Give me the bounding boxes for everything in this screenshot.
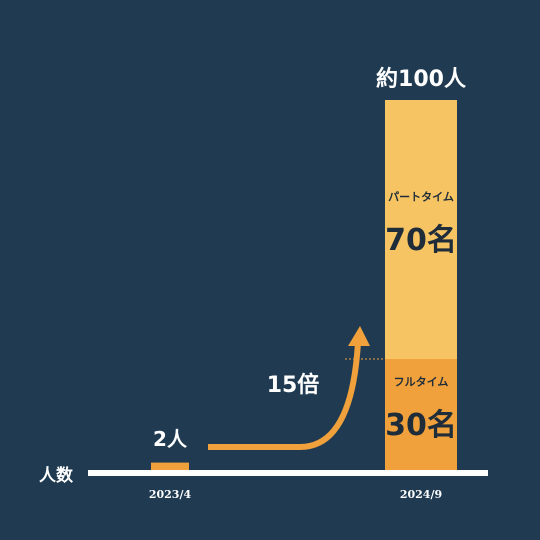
segment-name: パートタイム <box>388 191 454 204</box>
y-axis-label: 人数 <box>39 465 74 486</box>
bar-segment <box>151 462 189 470</box>
x-tick-label: 2024/9 <box>400 488 442 501</box>
arrow-head <box>348 326 370 346</box>
x-tick-label: 2023/4 <box>149 488 192 501</box>
bar-segment <box>385 100 457 359</box>
total-label: 約100人 <box>376 66 466 92</box>
bar-segment <box>385 359 457 470</box>
baseline <box>88 470 488 476</box>
value-label: 30名 <box>385 408 457 443</box>
growth-label: 15倍 <box>267 372 320 398</box>
segment-name: フルタイム <box>394 376 449 389</box>
value-label: 2人 <box>153 427 188 451</box>
value-label: 70名 <box>385 223 457 258</box>
growth-arrow <box>208 341 361 450</box>
